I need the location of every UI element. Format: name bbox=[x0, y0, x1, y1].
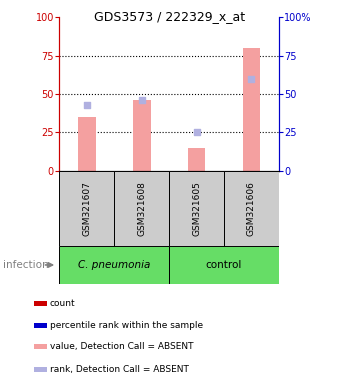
Text: count: count bbox=[50, 299, 75, 308]
Text: percentile rank within the sample: percentile rank within the sample bbox=[50, 321, 203, 330]
Text: GSM321608: GSM321608 bbox=[137, 181, 146, 236]
Bar bbox=[34, 323, 47, 328]
Point bbox=[194, 129, 199, 136]
Bar bbox=[188, 148, 205, 171]
Point bbox=[84, 102, 90, 108]
Bar bbox=[34, 301, 47, 306]
Bar bbox=[169, 171, 224, 246]
Bar bbox=[34, 367, 47, 372]
Text: GDS3573 / 222329_x_at: GDS3573 / 222329_x_at bbox=[95, 10, 245, 23]
Bar bbox=[114, 171, 169, 246]
Bar bbox=[78, 117, 96, 171]
Point bbox=[249, 76, 254, 82]
Bar bbox=[243, 48, 260, 171]
Text: GSM321607: GSM321607 bbox=[82, 181, 91, 236]
Bar bbox=[169, 246, 279, 284]
Text: control: control bbox=[206, 260, 242, 270]
Text: C. pneumonia: C. pneumonia bbox=[78, 260, 151, 270]
Text: rank, Detection Call = ABSENT: rank, Detection Call = ABSENT bbox=[50, 365, 189, 374]
Text: GSM321606: GSM321606 bbox=[247, 181, 256, 236]
Text: value, Detection Call = ABSENT: value, Detection Call = ABSENT bbox=[50, 342, 193, 351]
Point bbox=[139, 97, 144, 103]
Text: GSM321605: GSM321605 bbox=[192, 181, 201, 236]
Bar bbox=[59, 246, 169, 284]
Text: infection: infection bbox=[3, 260, 49, 270]
Bar bbox=[133, 100, 151, 171]
Bar bbox=[59, 171, 114, 246]
Bar bbox=[224, 171, 279, 246]
Bar bbox=[34, 344, 47, 349]
